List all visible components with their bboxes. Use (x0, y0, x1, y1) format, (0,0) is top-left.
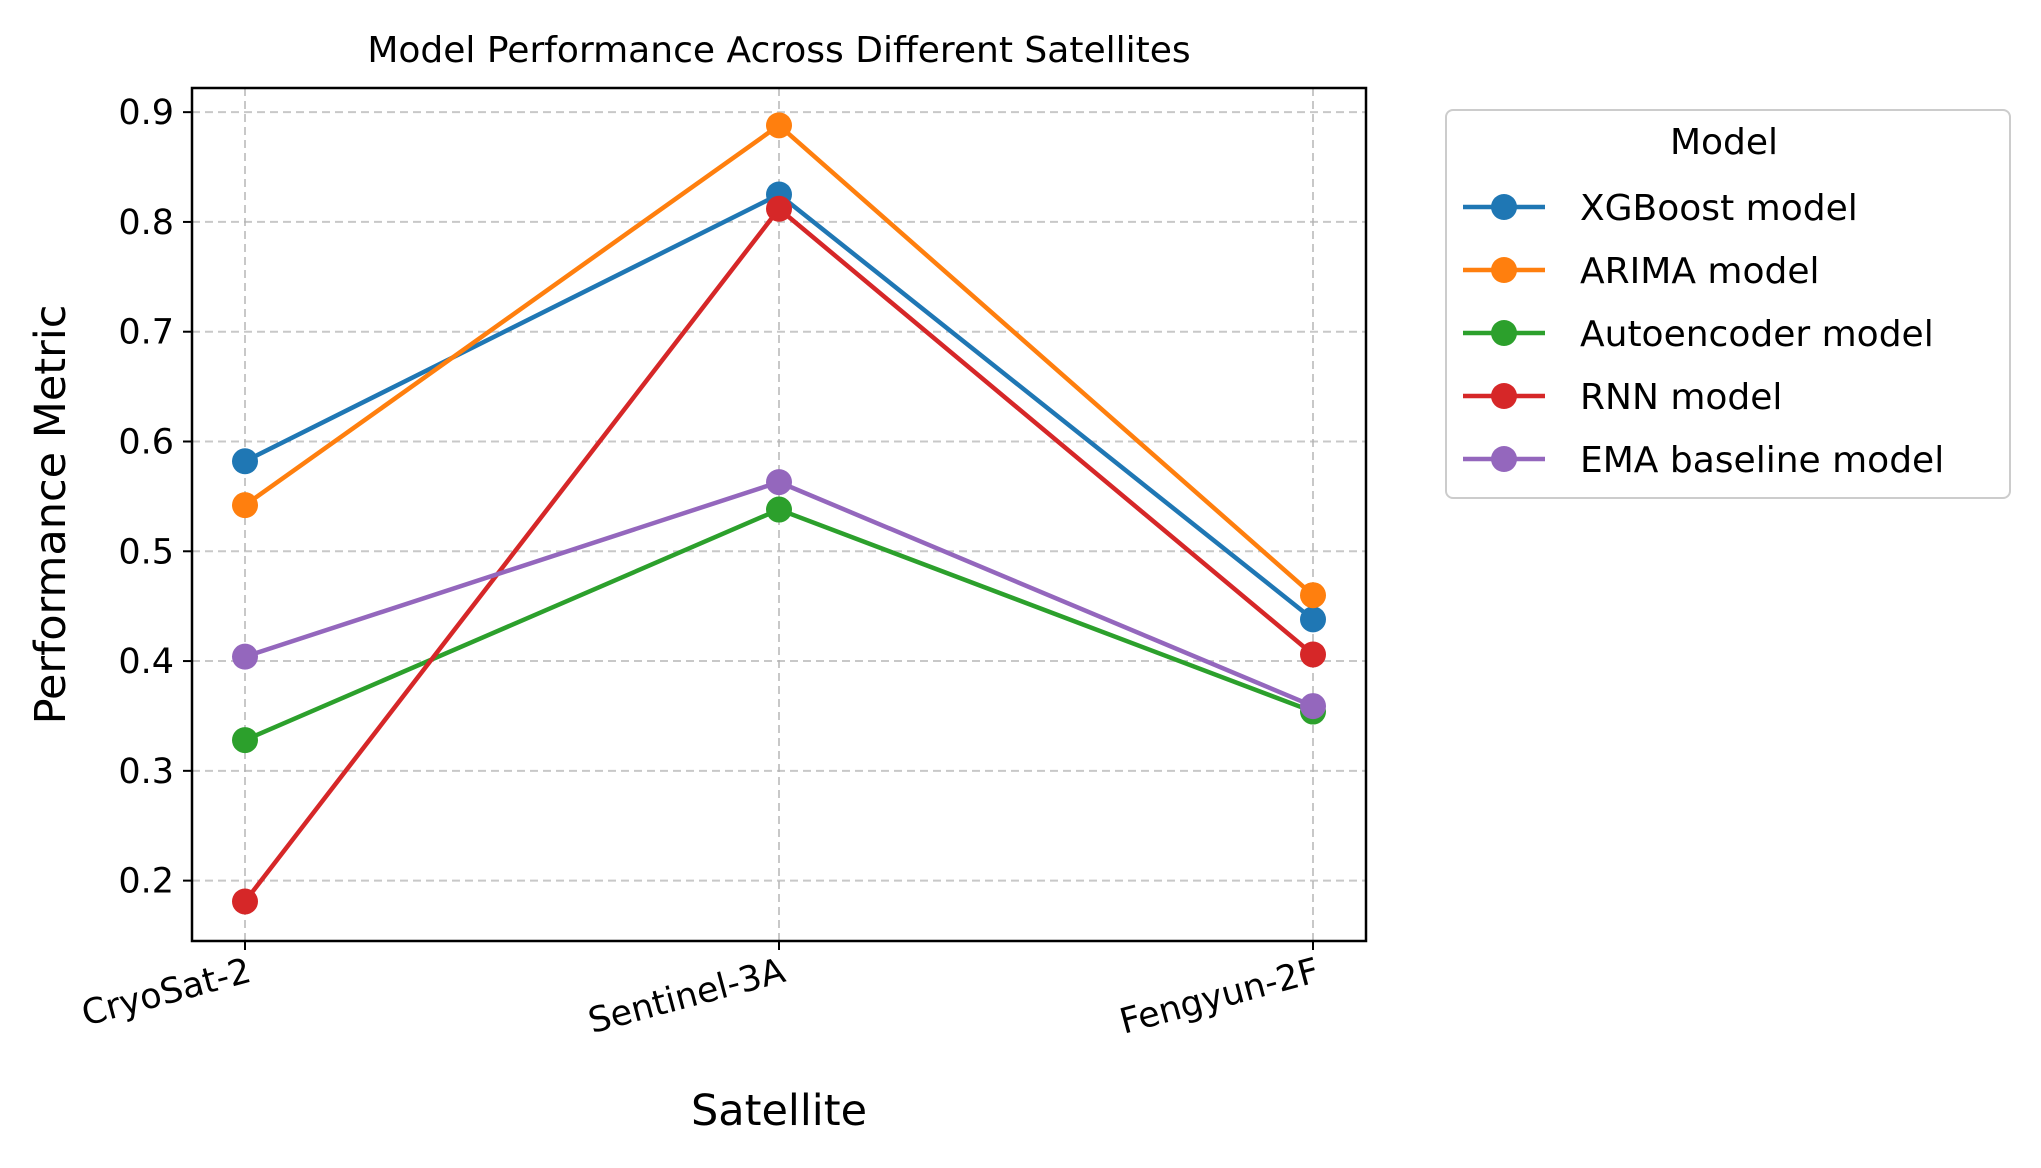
legend-marker (1491, 383, 1517, 409)
y-tick-label: 0.9 (118, 93, 174, 133)
legend-entry: Autoencoder model (1463, 314, 1934, 355)
legend-label: Autoencoder model (1580, 314, 1934, 355)
data-point (232, 643, 258, 670)
legend-title: Model (1670, 122, 1778, 163)
legend: Model XGBoost model ARIMA model Autoencode… (1445, 109, 2011, 499)
y-tick-label: 0.2 (118, 862, 174, 902)
legend-label: EMA baseline model (1580, 440, 1944, 481)
series-group (232, 469, 1326, 720)
data-point (232, 888, 258, 915)
y-tick-label: 0.6 (118, 422, 174, 462)
legend-marker (1491, 446, 1517, 472)
data-point (766, 469, 792, 496)
data-point (232, 727, 258, 754)
data-point (766, 112, 792, 139)
y-tick-label: 0.5 (118, 532, 174, 572)
data-point (1300, 693, 1326, 720)
legend-entry: XGBoost model (1463, 188, 1858, 229)
legend-label: ARIMA model (1580, 251, 1819, 292)
y-tick-label: 0.4 (118, 642, 174, 682)
data-point (766, 195, 792, 222)
legend-entry: ARIMA model (1463, 251, 1819, 292)
series-group (232, 112, 1326, 609)
series-group (232, 181, 1326, 633)
y-tick-label: 0.3 (118, 752, 174, 792)
series-lines (232, 112, 1326, 915)
grid-lines (192, 88, 1366, 941)
legend-marker (1491, 194, 1517, 220)
x-axis-label: Satellite (691, 1086, 867, 1136)
data-point (232, 448, 258, 475)
data-point (766, 496, 792, 523)
y-axis-label: Performance Metric (26, 305, 76, 725)
series-group (232, 496, 1326, 754)
data-point (1300, 606, 1326, 633)
series-group (232, 195, 1326, 915)
legend-marker (1491, 320, 1517, 346)
legend-entry: EMA baseline model (1463, 440, 1944, 481)
legend-label: RNN model (1580, 377, 1782, 418)
chart-title: Model Performance Across Different Satel… (367, 30, 1190, 71)
y-tick-label: 0.8 (118, 203, 174, 243)
legend-label: XGBoost model (1580, 188, 1858, 229)
legend-entry: RNN model (1463, 377, 1782, 418)
data-point (1300, 582, 1326, 609)
y-tick-label: 0.7 (118, 313, 174, 353)
legend-marker (1491, 257, 1517, 283)
data-point (232, 492, 258, 519)
data-point (1300, 641, 1326, 668)
legend-box (1445, 109, 2011, 499)
